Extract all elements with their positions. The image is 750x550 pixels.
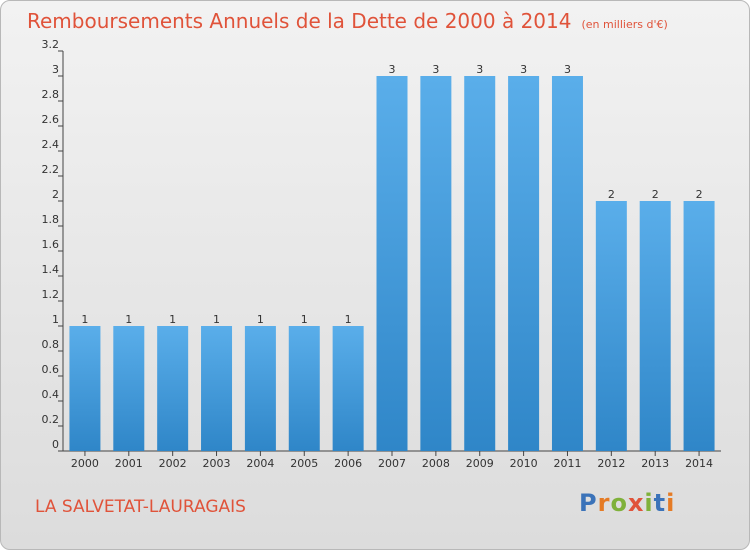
data-label: 3 (432, 63, 439, 76)
data-label: 1 (125, 313, 132, 326)
x-tick-label: 2008 (422, 457, 450, 470)
chart-unit: (en milliers d'€) (581, 18, 668, 31)
x-tick-label: 2011 (553, 457, 581, 470)
data-label: 3 (476, 63, 483, 76)
x-tick-label: 2003 (203, 457, 231, 470)
data-label: 1 (257, 313, 264, 326)
data-label: 3 (520, 63, 527, 76)
bar (157, 326, 189, 451)
y-tick-label: 0 (52, 438, 59, 451)
chart-title-text: Remboursements Annuels de la Dette de 20… (27, 9, 572, 33)
x-tick-label: 2013 (641, 457, 669, 470)
data-label: 2 (608, 188, 615, 201)
bar (288, 326, 320, 451)
y-tick-label: 0.2 (42, 413, 60, 426)
bar (113, 326, 145, 451)
y-tick-label: 0.6 (42, 363, 60, 376)
data-label: 1 (301, 313, 308, 326)
bar (332, 326, 364, 451)
bar (201, 326, 233, 451)
y-tick-label: 1 (52, 313, 59, 326)
x-tick-label: 2006 (334, 457, 362, 470)
x-tick-label: 2001 (115, 457, 143, 470)
bar (683, 201, 715, 451)
y-tick-label: 2.6 (42, 113, 60, 126)
x-tick-label: 2012 (597, 457, 625, 470)
y-tick-label: 1.8 (42, 213, 60, 226)
x-tick-label: 2010 (510, 457, 538, 470)
y-tick-label: 2 (52, 188, 59, 201)
x-tick-label: 2000 (71, 457, 99, 470)
y-tick-label: 1.4 (42, 263, 60, 276)
y-tick-label: 2.8 (42, 88, 60, 101)
data-label: 1 (81, 313, 88, 326)
y-tick-label: 1.6 (42, 238, 60, 251)
y-tick-label: 2.4 (42, 138, 60, 151)
data-label: 1 (345, 313, 352, 326)
logo-letter: i (644, 489, 654, 517)
proxiti-logo[interactable]: Proxiti (579, 489, 675, 517)
x-tick-label: 2009 (466, 457, 494, 470)
bar (244, 326, 276, 451)
x-tick-label: 2014 (685, 457, 713, 470)
logo-letter: P (579, 489, 598, 517)
bar (420, 76, 452, 451)
bars: 1 1 1 1 1 1 1 3 3 3 3 3 2 2 2 (69, 63, 715, 451)
data-label: 2 (652, 188, 659, 201)
bar (69, 326, 101, 451)
y-tick-label: 3.2 (42, 38, 60, 51)
bar (595, 201, 627, 451)
logo-letter: r (597, 489, 611, 517)
bar (464, 76, 496, 451)
city-name: LA SALVETAT-LAURAGAIS (35, 497, 246, 517)
y-tick-label: 1.2 (42, 288, 60, 301)
x-tick-label: 2004 (246, 457, 274, 470)
x-tick-label: 2005 (290, 457, 318, 470)
x-tick-label: 2002 (159, 457, 187, 470)
y-tick-label: 3 (52, 63, 59, 76)
y-tick-label: 2.2 (42, 163, 60, 176)
data-label: 1 (169, 313, 176, 326)
logo-letter: o (610, 489, 628, 517)
bar (551, 76, 583, 451)
logo-letter: t (653, 489, 667, 517)
data-label: 3 (564, 63, 571, 76)
bar (639, 201, 671, 451)
logo-letter: x (627, 489, 645, 517)
axes: 0 0.2 0.4 0.6 0.8 1 1.2 1.4 1.6 1.8 2 2.2 2.4 2.6 2.8 3… (42, 38, 721, 470)
y-tick-label: 0.8 (42, 338, 60, 351)
data-label: 2 (696, 188, 703, 201)
x-tick-label: 2007 (378, 457, 406, 470)
bar (508, 76, 540, 451)
y-tick-label: 0.4 (42, 388, 60, 401)
chart-title: Remboursements Annuels de la Dette de 20… (27, 9, 668, 33)
data-label: 1 (213, 313, 220, 326)
bar (376, 76, 408, 451)
data-label: 3 (389, 63, 396, 76)
logo-letter: i (666, 489, 676, 517)
